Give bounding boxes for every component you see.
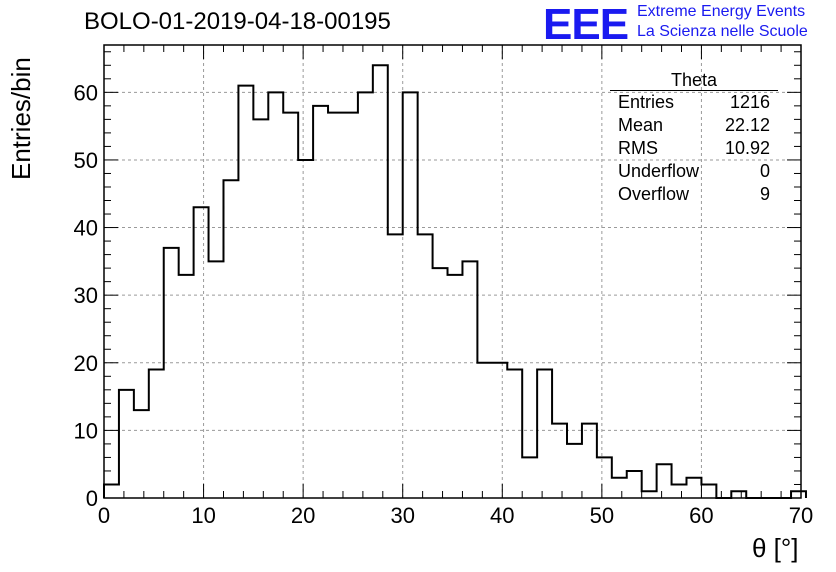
histogram-bin (194, 207, 209, 498)
histogram-bin (209, 261, 224, 498)
stats-value: 10.92 (724, 138, 770, 158)
y-tick-label: 40 (74, 216, 98, 241)
histogram-bin (298, 160, 313, 498)
stats-label: Underflow (618, 161, 700, 181)
histogram-bin (642, 491, 657, 498)
stats-row-rms: RMS 10.92 (610, 137, 778, 160)
histogram-bin (537, 370, 552, 498)
histogram-bin (418, 234, 433, 498)
stats-label: RMS (618, 138, 658, 158)
stats-title: Theta (610, 70, 778, 91)
x-tick-label: 50 (590, 503, 614, 528)
histogram-bin (343, 113, 358, 498)
histogram-bin (373, 65, 388, 498)
eee-logo: EEE (543, 0, 629, 49)
stats-value: 9 (759, 184, 770, 204)
histogram-bin (253, 119, 268, 498)
histogram-bin (686, 478, 701, 498)
chart-title: BOLO-01-2019-04-18-00195 (84, 8, 391, 35)
stats-row-mean: Mean 22.12 (610, 114, 778, 137)
y-tick-label: 10 (74, 418, 98, 443)
histogram-bin (507, 370, 522, 498)
x-tick-label: 10 (191, 503, 215, 528)
histogram-bin (582, 424, 597, 498)
y-tick-label: 50 (74, 148, 98, 173)
y-axis-label: Entries/bin (6, 57, 36, 180)
histogram-bin (433, 268, 448, 498)
stats-row-overflow: Overflow 9 (610, 183, 778, 206)
x-tick-label: 40 (490, 503, 514, 528)
histogram-bin (119, 390, 134, 498)
logo-line-1: Extreme Energy Events (637, 3, 806, 20)
histogram-bin (149, 370, 164, 498)
histogram-bin (701, 484, 716, 498)
plot-frame (103, 44, 802, 499)
histogram-bin (567, 444, 582, 498)
x-tick-label: 20 (291, 503, 315, 528)
histogram-bin (462, 261, 477, 498)
stats-label: Entries (618, 92, 675, 112)
x-tick-label: 0 (98, 503, 110, 528)
histogram-bin (134, 410, 149, 498)
stats-row-underflow: Underflow 0 (610, 160, 778, 183)
histogram-bin (552, 424, 567, 498)
histogram-bin (612, 478, 627, 498)
histogram-bin (731, 491, 746, 498)
histogram-bin (672, 484, 687, 498)
stats-box: Theta Entries 1216 Mean 22.12 RMS 10.92 … (610, 70, 778, 206)
histogram-bin (388, 234, 403, 498)
histogram-bin (164, 248, 179, 498)
x-tick-label: 60 (689, 503, 713, 528)
histogram-bin (627, 471, 642, 498)
histogram-bin (283, 113, 298, 498)
histogram-bin (522, 457, 537, 498)
x-axis-label: θ [°] (752, 533, 799, 563)
histogram-bin (448, 275, 463, 498)
y-tick-label: 0 (86, 486, 98, 511)
logo-caption: Extreme Energy Events La Scienza nelle S… (637, 2, 808, 42)
histogram-series-line (103, 64, 807, 499)
histogram-bin (313, 106, 328, 498)
y-tick-label: 60 (74, 80, 98, 105)
y-tick-label: 20 (74, 351, 98, 376)
stats-label: Overflow (618, 184, 690, 204)
stats-value: 22.12 (724, 115, 770, 135)
x-tick-label: 30 (390, 503, 414, 528)
histogram-bin (179, 275, 194, 498)
histogram-bin (104, 484, 119, 498)
stats-row-entries: Entries 1216 (610, 91, 778, 114)
logo-line-2: La Scienza nelle Scuole (637, 23, 808, 40)
histogram-bin (238, 86, 253, 498)
y-tick-label: 30 (74, 283, 98, 308)
x-tick-label: 70 (789, 503, 813, 528)
histogram-bin (597, 457, 612, 498)
histogram-bin (791, 491, 806, 498)
stats-value: 0 (759, 161, 770, 181)
stats-label: Mean (618, 115, 664, 135)
stats-value: 1216 (729, 92, 770, 112)
histogram-bin (657, 464, 672, 498)
histogram-bin (328, 113, 343, 498)
